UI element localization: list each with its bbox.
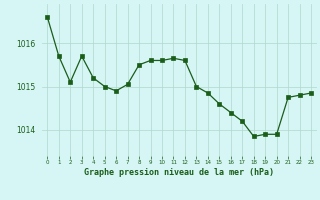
- X-axis label: Graphe pression niveau de la mer (hPa): Graphe pression niveau de la mer (hPa): [84, 168, 274, 177]
